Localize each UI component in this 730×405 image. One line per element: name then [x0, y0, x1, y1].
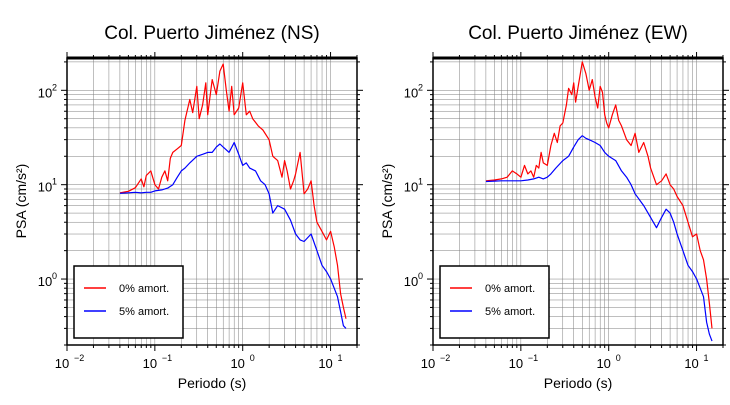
y-tick-label-exponent: 0 — [418, 271, 423, 281]
x-tick-label-exponent: 1 — [338, 353, 343, 363]
x-tick-label-exponent: −2 — [440, 353, 450, 363]
x-tick-label-exponent: 1 — [704, 353, 709, 363]
x-tick-label: 10 — [318, 356, 332, 371]
series-line-0 — [119, 63, 347, 319]
x-tick-label: 10 — [421, 356, 435, 371]
y-tick-label: 10 — [404, 85, 418, 100]
series-line-1 — [485, 135, 713, 342]
x-tick-label: 10 — [143, 356, 157, 371]
x-tick-label: 10 — [55, 356, 69, 371]
y-tick-label: 10 — [404, 180, 418, 195]
legend-label-1: 5% amort. — [485, 306, 535, 318]
y-tick-label-exponent: 1 — [52, 177, 57, 187]
legend-label-0: 0% amort. — [119, 283, 169, 295]
x-axis-label: Periodo (s) — [178, 375, 246, 391]
x-tick-label: 10 — [230, 356, 244, 371]
x-tick-label-exponent: −1 — [528, 353, 538, 363]
x-tick-label: 10 — [684, 356, 698, 371]
x-tick-label: 10 — [509, 356, 523, 371]
x-axis-label: Periodo (s) — [544, 375, 612, 391]
y-tick-label: 10 — [38, 180, 52, 195]
y-tick-label: 10 — [38, 85, 52, 100]
chart-title: Col. Puerto Jiménez (NS) — [104, 23, 319, 44]
series-line-0 — [485, 61, 713, 329]
y-tick-label-exponent: 1 — [418, 177, 423, 187]
x-tick-label: 10 — [596, 356, 610, 371]
grid-lines — [66, 58, 358, 346]
legend-label-1: 5% amort. — [119, 306, 169, 318]
y-tick-label: 10 — [404, 274, 418, 289]
x-tick-label-exponent: 0 — [616, 353, 621, 363]
series-line-1 — [119, 141, 347, 329]
x-tick-label-exponent: −2 — [74, 353, 84, 363]
y-axis-label: PSA (cm/s²) — [13, 164, 29, 239]
y-tick-label-exponent: 0 — [52, 271, 57, 281]
legend-label-0: 0% amort. — [485, 283, 535, 295]
x-tick-label-exponent: 0 — [250, 353, 255, 363]
legend-box — [73, 265, 184, 339]
y-tick-label: 10 — [38, 274, 52, 289]
y-axis-label: PSA (cm/s²) — [379, 164, 395, 239]
legend: 0% amort. 5% amort. — [73, 265, 184, 339]
legend: 0% amort. 5% amort. — [439, 265, 550, 339]
y-tick-label-exponent: 2 — [52, 82, 57, 92]
legend-box — [439, 265, 550, 339]
x-tick-label-exponent: −1 — [162, 353, 172, 363]
y-tick-label-exponent: 2 — [418, 82, 423, 92]
chart-title: Col. Puerto Jiménez (EW) — [468, 23, 688, 44]
